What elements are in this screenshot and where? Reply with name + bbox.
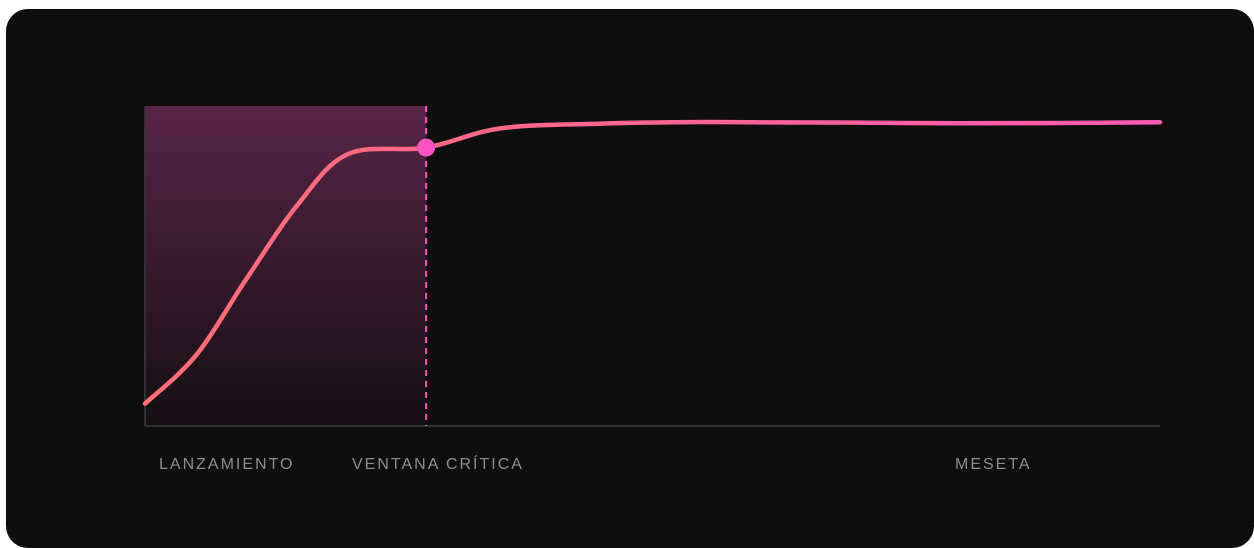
critical-point-marker (417, 138, 436, 157)
label-meseta: MESETA (955, 456, 1032, 473)
label-lanzamiento: LANZAMIENTO (159, 456, 295, 473)
critical-window-region (145, 106, 427, 426)
label-ventana-critica: VENTANA CRÍTICA (352, 456, 524, 473)
series-line (142, 119, 1163, 406)
